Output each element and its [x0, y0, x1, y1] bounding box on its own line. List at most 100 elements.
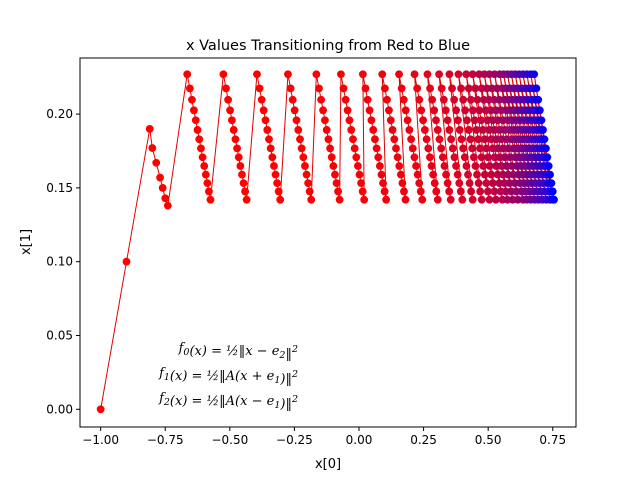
data-point: [395, 162, 404, 170]
data-point: [440, 162, 449, 170]
data-point: [480, 170, 489, 179]
data-point: [447, 135, 456, 144]
data-point: [343, 106, 352, 115]
data-point: [450, 95, 459, 104]
data-point: [462, 162, 471, 170]
data-point: [233, 144, 242, 153]
data-point: [200, 162, 209, 170]
data-point: [259, 106, 268, 115]
axes-frame: [79, 57, 577, 428]
data-point: [296, 135, 304, 144]
data-point: [474, 179, 483, 187]
data-point: [437, 144, 446, 153]
data-point: [484, 153, 492, 162]
data-point: [383, 95, 391, 104]
data-point: [331, 170, 339, 179]
data-point: [427, 162, 436, 170]
data-point: [472, 126, 481, 134]
data-point: [482, 144, 491, 153]
data-point: [189, 106, 198, 115]
data-point: [226, 106, 234, 115]
data-point: [469, 153, 478, 162]
data-point: [430, 106, 439, 115]
data-point: [341, 95, 350, 104]
data-point: [445, 126, 454, 134]
data-point: [477, 153, 486, 162]
data-point: [488, 179, 497, 187]
data-point: [228, 116, 236, 125]
data-point: [435, 70, 443, 79]
data-point: [403, 116, 412, 125]
data-point: [265, 135, 273, 144]
data-point: [443, 179, 452, 187]
data-point: [532, 84, 541, 93]
data-point: [268, 153, 277, 162]
y-tick-label: 0.10: [46, 255, 73, 269]
data-point: [386, 116, 395, 125]
data-point: [96, 405, 105, 414]
data-point: [276, 195, 285, 204]
data-point: [197, 144, 205, 153]
data-point: [286, 84, 295, 93]
data-point: [420, 126, 429, 134]
data-point: [358, 70, 367, 79]
data-point: [321, 116, 329, 125]
data-point: [399, 95, 408, 104]
data-point: [426, 84, 434, 93]
data-point: [546, 170, 554, 179]
data-point: [423, 70, 432, 79]
data-point: [413, 170, 422, 179]
y-tick-label: 0.05: [46, 328, 73, 342]
data-point: [222, 84, 230, 93]
data-point: [354, 162, 362, 170]
data-point: [255, 84, 264, 93]
data-point: [156, 173, 164, 182]
y-tick-label: 0.15: [46, 181, 73, 195]
data-point: [453, 170, 462, 179]
x-tick-label: 0.00: [346, 433, 373, 447]
data-point: [470, 116, 479, 125]
data-point: [380, 84, 389, 93]
data-point: [479, 126, 487, 134]
data-point: [266, 144, 275, 153]
data-point: [158, 183, 167, 192]
data-point: [448, 84, 456, 93]
data-point: [422, 135, 431, 144]
data-point: [378, 70, 387, 79]
data-point: [484, 187, 492, 196]
data-point: [464, 84, 473, 93]
data-point: [193, 126, 202, 134]
data-point: [365, 106, 374, 115]
data-point: [477, 116, 486, 125]
x-axis: −1.00 −0.75 −0.50 −0.25 0.00 0.25 0.50 0.75: [82, 427, 566, 447]
data-point: [324, 135, 333, 144]
data-point: [458, 195, 467, 204]
data-point: [345, 116, 354, 125]
data-point: [473, 95, 482, 104]
data-point: [400, 187, 408, 196]
data-point: [430, 179, 439, 187]
data-point: [241, 187, 250, 196]
data-point: [459, 144, 468, 153]
data-point: [471, 162, 480, 170]
data-point: [435, 135, 444, 144]
data-point: [334, 187, 342, 196]
data-point: [468, 144, 477, 153]
data-point: [374, 153, 383, 162]
data-point: [479, 162, 488, 170]
data-point: [396, 170, 405, 179]
data-point: [284, 70, 292, 79]
data-point: [441, 106, 450, 115]
data-point: [429, 170, 438, 179]
data-point: [448, 144, 457, 153]
data-point: [426, 153, 434, 162]
data-point: [424, 144, 433, 153]
data-point: [206, 195, 215, 204]
data-point: [459, 95, 468, 104]
data-point: [416, 187, 425, 196]
data-point: [535, 106, 544, 115]
data-point: [433, 195, 442, 204]
data-point: [261, 116, 270, 125]
series-trajectory: [96, 70, 558, 414]
